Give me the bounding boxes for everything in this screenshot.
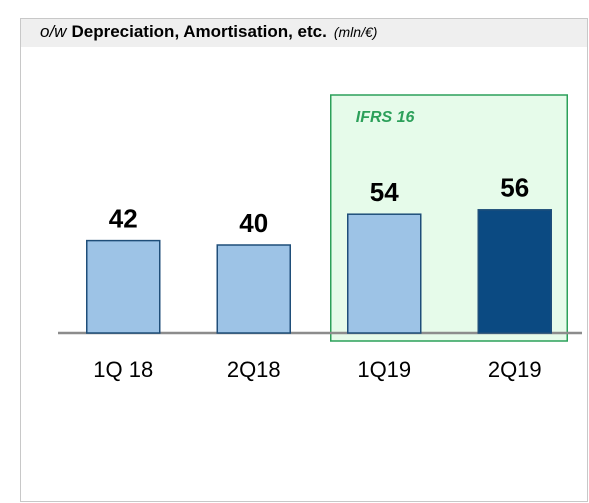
x-tick-label: 1Q19 (357, 357, 411, 382)
value-label: 42 (109, 203, 138, 233)
bar (216, 244, 291, 334)
title-bar (21, 19, 587, 47)
plot: IFRS 16 42 1Q 18 40 2Q18 54 1Q19 56 2Q19 (58, 94, 582, 382)
chart-title: o/w Depreciation, Amortisation, etc. (mln/… (40, 22, 377, 41)
x-tick-label: 2Q18 (227, 357, 281, 382)
bar (477, 209, 552, 334)
title-unit: (mln/€) (334, 24, 378, 40)
value-label: 40 (239, 208, 268, 238)
x-tick-label: 1Q 18 (93, 357, 153, 382)
value-label: 56 (500, 173, 529, 203)
bar (347, 213, 422, 334)
title-prefix: o/w (40, 22, 68, 41)
highlight-label: IFRS 16 (356, 109, 415, 126)
value-label: 54 (370, 177, 399, 207)
x-tick-label: 2Q19 (488, 357, 542, 382)
bar (86, 239, 161, 334)
title-main: Depreciation, Amortisation, etc. (71, 22, 326, 41)
